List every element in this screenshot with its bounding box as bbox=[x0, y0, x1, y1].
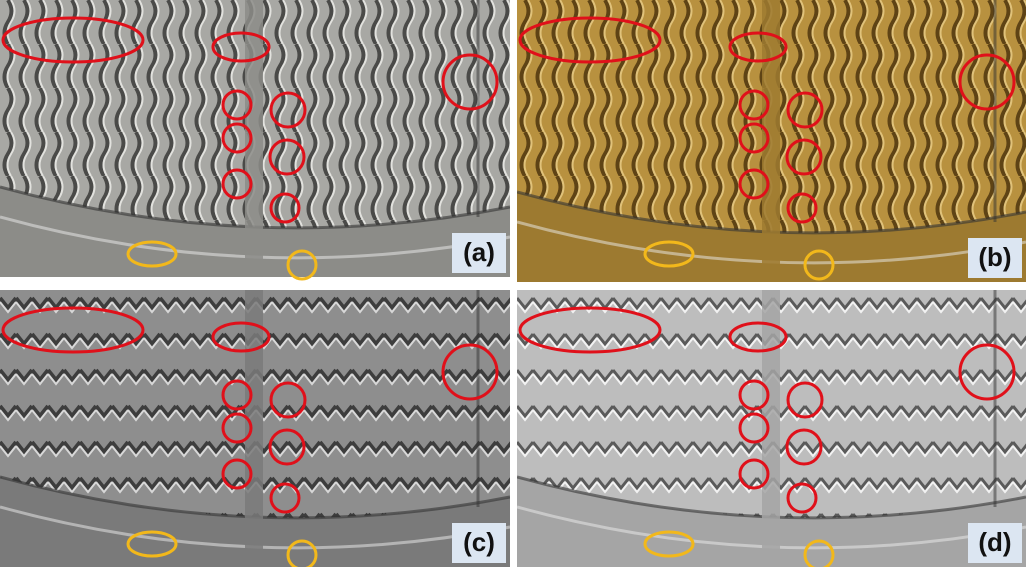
center-channel bbox=[762, 0, 780, 282]
panel: (b) bbox=[517, 0, 1026, 282]
center-channel bbox=[245, 0, 263, 277]
center-channel bbox=[245, 290, 263, 567]
panel-label: (a) bbox=[463, 237, 495, 267]
panel: (a) bbox=[0, 0, 510, 279]
panel-label: (b) bbox=[978, 242, 1011, 272]
panel-image bbox=[517, 0, 1026, 282]
panel-label: (c) bbox=[463, 527, 495, 557]
figure: (a) (b) (c) (d) bbox=[0, 0, 1026, 567]
panel-image bbox=[517, 290, 1026, 567]
panel: (c) bbox=[0, 290, 510, 567]
panel-image bbox=[0, 0, 510, 277]
panel-image bbox=[0, 290, 510, 567]
panel: (d) bbox=[517, 290, 1026, 567]
center-channel bbox=[762, 290, 780, 567]
panel-label: (d) bbox=[978, 527, 1011, 557]
